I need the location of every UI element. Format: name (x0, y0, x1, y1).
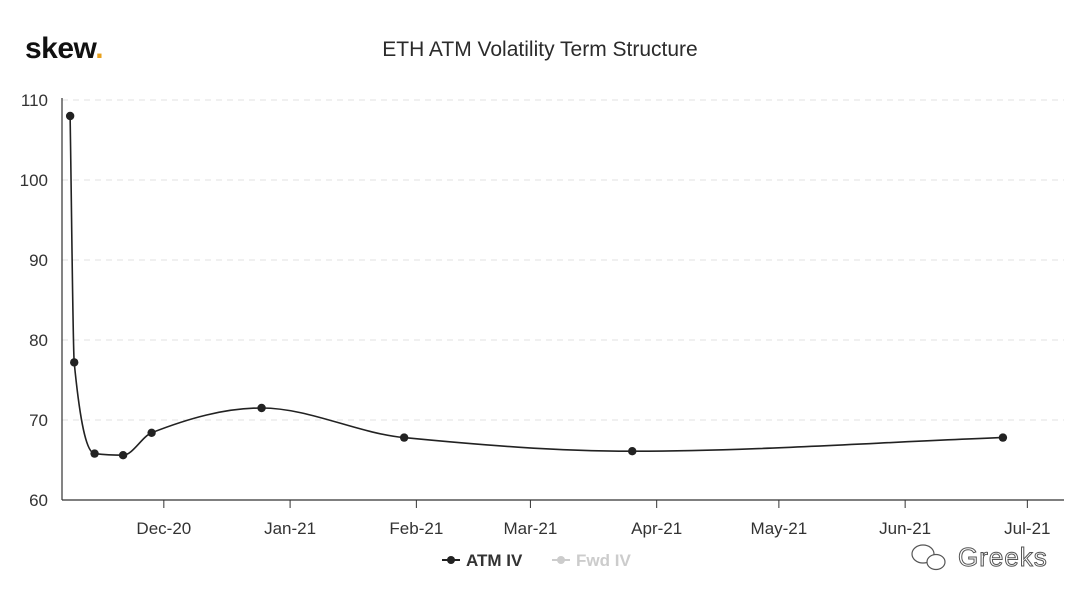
watermark-group: Greeks (911, 542, 1048, 573)
data-point[interactable] (90, 449, 99, 458)
data-point[interactable] (147, 428, 156, 437)
axes (61, 98, 1064, 501)
wechat-bubble-small (926, 553, 946, 571)
legend-marker (557, 556, 565, 564)
legend-item-fwd-iv[interactable]: Fwd IV (552, 551, 631, 570)
skew-logo: skew. (25, 32, 104, 65)
y-tick-label: 90 (29, 251, 48, 270)
watermark-text: Greeks (958, 542, 1048, 572)
y-tick-label: 100 (20, 171, 48, 190)
x-axis-ticks: Dec-20 Jan-21 Feb-21 Mar-21 Apr-21 May-21 Jun-… (136, 500, 1050, 538)
x-tick-label: Jun-21 (879, 519, 931, 538)
x-tick-label: Mar-21 (503, 519, 557, 538)
data-point[interactable] (118, 451, 128, 460)
x-tick-label: Jul-21 (1004, 519, 1050, 538)
watermark: Greeks (911, 542, 1048, 573)
series-line-atm-iv (69, 115, 1003, 457)
data-point[interactable] (399, 433, 409, 442)
y-tick-label: 60 (29, 491, 48, 510)
x-tick-label: May-21 (751, 519, 808, 538)
grid-lines (62, 99, 1064, 421)
wechat-icon (911, 544, 946, 571)
legend-label: ATM IV (466, 551, 523, 570)
legend-item-atm-iv[interactable]: ATM IV (442, 551, 523, 570)
x-tick-label: Jan-21 (264, 519, 316, 538)
legend[interactable]: ATM IV Fwd IV (442, 551, 631, 570)
data-point[interactable] (628, 447, 637, 456)
y-axis-ticks: 60 70 80 90 100 110 (20, 91, 48, 510)
y-tick-label: 80 (29, 331, 48, 350)
x-tick-label: Apr-21 (631, 519, 682, 538)
x-tick-label: Dec-20 (136, 519, 191, 538)
data-point[interactable] (65, 111, 75, 121)
series-layer (65, 111, 1008, 460)
legend-marker (447, 556, 455, 564)
y-tick-label: 110 (21, 91, 48, 110)
y-tick-label: 70 (29, 411, 48, 430)
chart-title: ETH ATM Volatility Term Structure (382, 38, 698, 61)
data-point[interactable] (70, 358, 79, 367)
x-tick-label: Feb-21 (389, 519, 443, 538)
data-point[interactable] (998, 433, 1008, 442)
data-point[interactable] (257, 403, 266, 413)
legend-label: Fwd IV (576, 551, 631, 570)
